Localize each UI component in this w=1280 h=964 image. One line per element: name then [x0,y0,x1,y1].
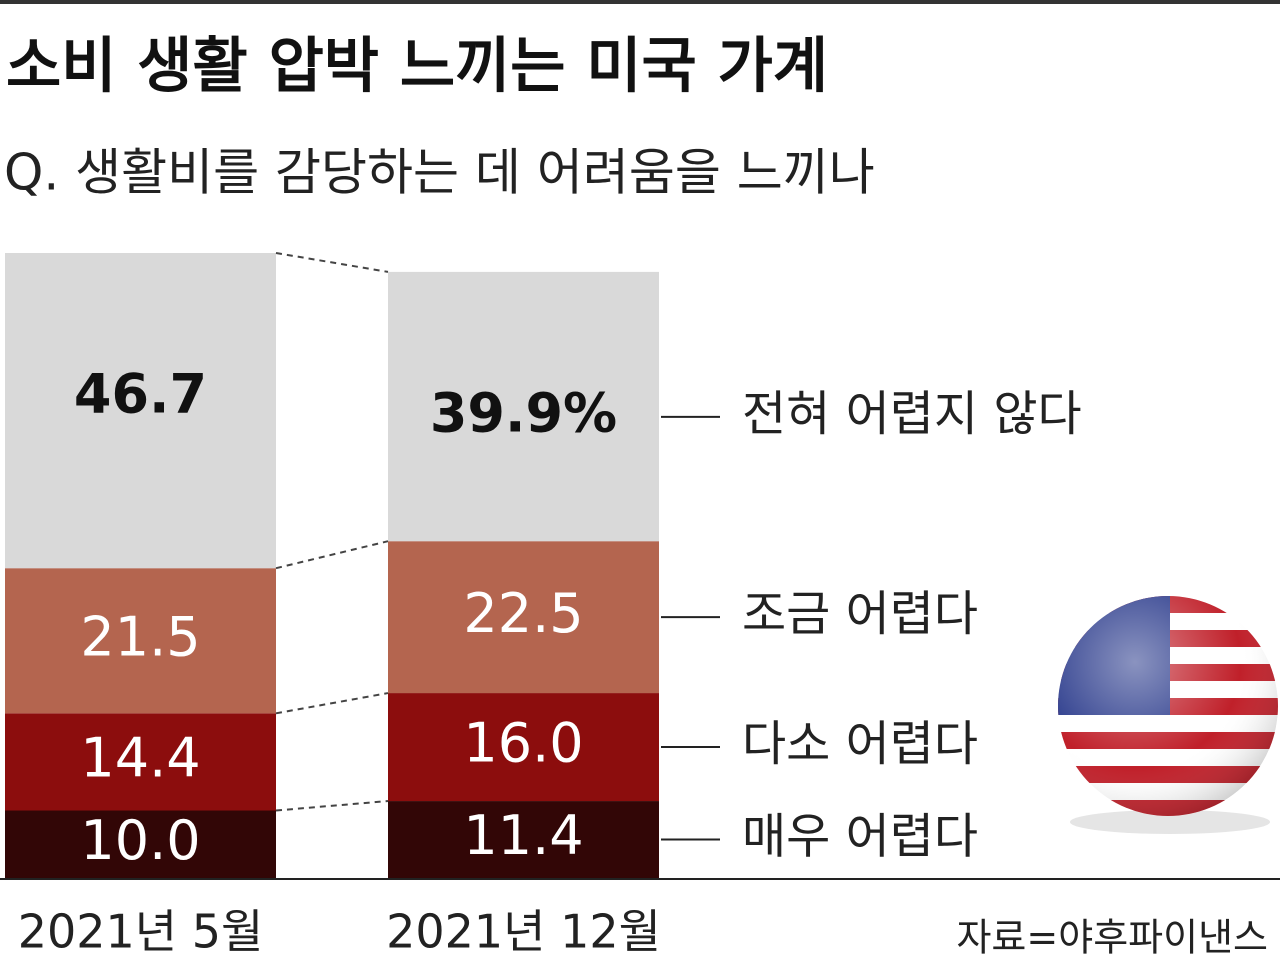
bar-segment [388,693,659,802]
value-label: 11.4 [463,804,583,867]
connector [275,540,389,570]
bar-segment [5,568,276,714]
value-label: 10.0 [80,809,200,872]
bar-segment [5,713,276,811]
us-flag [1058,596,1278,834]
connector [275,800,389,812]
x-tick-label: 2021년 5월 [18,905,264,959]
value-label: 39.9% [430,382,617,445]
legend-label: 전혀 어렵지 않다 [742,386,1082,442]
top-rule [0,0,1280,4]
legend-label: 다소 어렵다 [742,716,978,772]
value-label: 16.0 [463,712,583,775]
value-label: 46.7 [74,363,207,426]
bar-segment [388,541,659,694]
source: 자료=야후파이낸스 [956,916,1268,960]
connector [275,252,389,273]
legend-label: 매우 어렵다 [742,809,978,865]
bar-segment [5,253,276,569]
connector [275,692,389,715]
value-label: 21.5 [80,605,200,668]
value-label: 14.4 [80,727,200,790]
bar-segment [388,271,659,542]
bar-segment [5,810,276,878]
chart-title: 소비 생활 압박 느끼는 미국 가계 [6,32,828,102]
bar-segment [388,801,659,878]
legend-label: 조금 어렵다 [742,586,978,642]
chart-subtitle: Q. 생활비를 감당하는 데 어려움을 느끼나 [4,144,875,202]
x-tick-label: 2021년 12월 [386,905,661,959]
value-label: 22.5 [463,582,583,645]
